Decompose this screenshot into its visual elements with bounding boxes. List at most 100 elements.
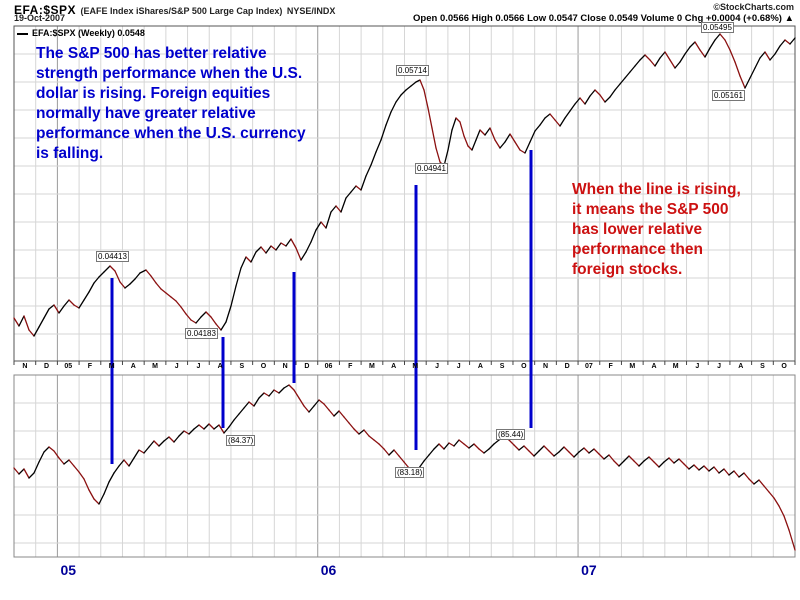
indicator-line-segment (713, 466, 720, 474)
ratio-line-segment (43, 308, 50, 319)
ratio-line-segment (604, 96, 611, 103)
indicator-line-segment (688, 464, 695, 470)
ratio-line-segment (435, 147, 441, 163)
exchange-label: NYSE/INDX (286, 6, 336, 16)
indicator-line-segment (383, 448, 390, 456)
indicator-line-segment (603, 454, 610, 460)
ratio-line-segment (619, 77, 626, 85)
indicator-line-segment (693, 464, 700, 471)
indicator-line-segment (433, 443, 440, 450)
indicator-line-segment (728, 470, 735, 476)
ratio-line-segment (484, 127, 491, 136)
ratio-line-segment (63, 299, 70, 307)
indicator-line-segment (88, 489, 95, 500)
ratio-line-segment (649, 59, 656, 67)
indicator-line-segment (208, 423, 215, 430)
ratio-line-segment (235, 267, 242, 287)
ratio-line-segment (499, 141, 506, 149)
indicator-line-segment (113, 465, 120, 474)
ratio-line-segment (350, 185, 357, 193)
indicator-line-segment (488, 443, 495, 450)
indicator-line-segment (83, 478, 90, 491)
indicator-line-segment (183, 430, 190, 435)
indicator-line-segment (33, 461, 40, 474)
ratio-line-segment (48, 304, 55, 310)
ratio-line-segment (729, 49, 736, 63)
ratio-line-segment (784, 39, 791, 45)
ratio-line-segment (410, 81, 417, 87)
red-annotation-note: When the line is rising, it means the S&… (572, 181, 741, 278)
ratio-line-segment (475, 129, 481, 141)
ratio-line-segment (779, 39, 786, 47)
indicator-line-segment (193, 424, 200, 430)
indicator-line-segment (673, 458, 680, 464)
indicator-line-segment (653, 461, 660, 468)
ratio-line-segment (195, 316, 202, 324)
ratio-line-segment (467, 145, 473, 151)
ratio-line-segment (109, 265, 116, 272)
indicator-line-segment (168, 436, 175, 443)
ticker-symbol: EFA:$SPX (14, 3, 77, 17)
ratio-line-segment (634, 59, 641, 67)
indicator-line-segment (658, 461, 665, 468)
header-symbol-line: EFA:$SPX (EAFE Index iShares/S&P 500 Lar… (14, 1, 335, 19)
ratio-line-segment (155, 282, 162, 290)
ratio-line-segment (250, 251, 257, 263)
ratio-line-segment (774, 45, 781, 55)
ratio-line-segment (431, 127, 437, 149)
ratio-line-segment (719, 33, 726, 41)
indicator-line-segment (783, 515, 790, 531)
indicator-line-segment (768, 491, 775, 499)
indicator-line-segment (698, 465, 705, 471)
indicator-line-segment (248, 401, 255, 407)
ratio-line-segment (734, 61, 741, 77)
line-swatch-icon (17, 32, 28, 35)
ratio-line-segment (98, 271, 105, 278)
ratio-line-segment (479, 129, 486, 136)
indicator-line-segment (233, 413, 240, 421)
ratio-line-segment (759, 51, 766, 59)
legend-label: EFA:$SPX (Weekly) 0.0548 (32, 28, 145, 38)
ratio-line-segment (68, 299, 75, 306)
ratio-line-segment (58, 305, 65, 314)
indicator-line-segment (508, 439, 515, 446)
ratio-line-segment (18, 315, 25, 327)
indicator-line-segment (648, 456, 655, 463)
ratio-line-segment (599, 94, 606, 103)
indicator-line-segment (313, 399, 320, 407)
ratio-line-segment (88, 282, 95, 293)
indicator-line-segment (13, 467, 20, 475)
ratio-line-segment (23, 315, 30, 331)
indicator-line-segment (143, 446, 150, 454)
ratio-line-segment (380, 124, 387, 141)
ratio-line-segment (33, 326, 40, 337)
indicator-line-segment (663, 457, 670, 463)
lower-panel-border (13, 374, 796, 558)
ratio-line-segment (330, 205, 337, 213)
indicator-line-segment (218, 424, 225, 434)
ratio-line-segment (489, 127, 496, 141)
indicator-line-segment (643, 456, 650, 462)
ratio-line-segment (180, 306, 187, 315)
indicator-line-segment (103, 481, 110, 495)
indicator-line-segment (28, 472, 35, 479)
ratio-line-segment (714, 33, 721, 41)
ratio-line-segment (200, 311, 207, 318)
ratio-line-segment (654, 57, 661, 67)
indicator-line-segment (163, 436, 170, 442)
indicator-line-segment (128, 457, 135, 467)
ratio-line-segment (385, 111, 392, 126)
indicator-line-segment (583, 447, 590, 454)
ratio-line-segment (145, 269, 152, 277)
indicator-line-segment (578, 447, 585, 453)
indicator-line-segment (448, 442, 455, 447)
indicator-line-segment (538, 445, 545, 452)
ratio-line-segment (150, 275, 157, 284)
ratio-line-segment (370, 151, 377, 166)
indicator-line-segment (228, 419, 235, 428)
indicator-line-segment (458, 439, 465, 445)
indicator-line-segment (453, 439, 460, 447)
indicator-line-segment (338, 410, 345, 418)
ratio-line-segment (295, 247, 302, 261)
ratio-line-segment (300, 251, 307, 261)
